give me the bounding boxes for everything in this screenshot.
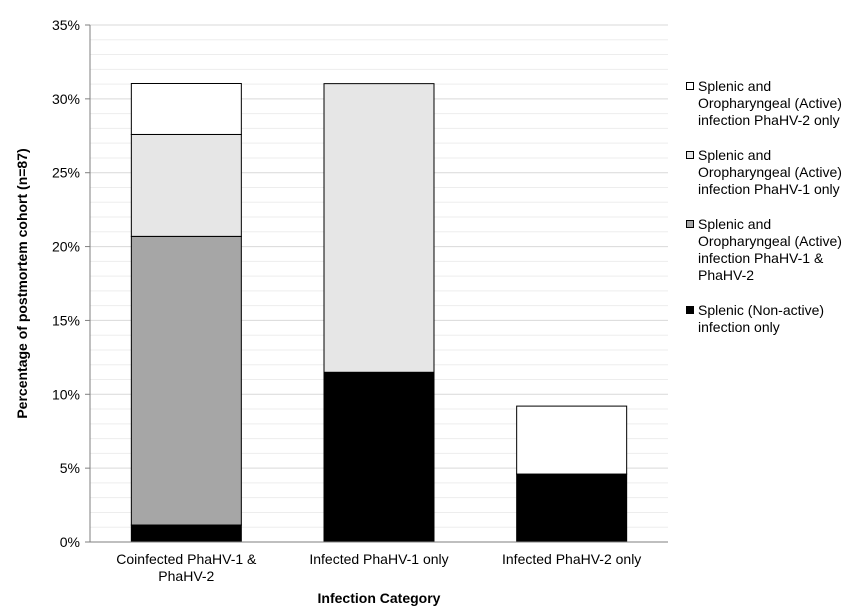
x-category-label: Coinfected PhaHV-1 & PhaHV-2 xyxy=(116,551,257,584)
y-tick-labels: 0% 5% 10% 15% 20% 25% 30% 35% xyxy=(52,17,90,550)
bar-segment xyxy=(130,235,242,526)
legend-item: Splenic and Oropharyngeal (Active) infecti… xyxy=(686,147,850,198)
y-tick-label: 20% xyxy=(52,239,80,255)
bar-segment xyxy=(323,83,435,373)
x-category-labels: Coinfected PhaHV-1 & PhaHV-2 Infected PhaH… xyxy=(116,551,641,584)
bar-segment xyxy=(516,405,628,475)
y-axis-title: Percentage of postmortem cohort (n=87) xyxy=(14,148,30,418)
x-category-label: Infected PhaHV-2 only xyxy=(502,551,641,567)
legend-swatch xyxy=(686,151,694,159)
y-tick-label: 25% xyxy=(52,165,80,181)
legend-label-line: Oropharyngeal (Active) xyxy=(698,233,842,249)
y-tick-label: 5% xyxy=(60,460,80,476)
y-tick-label: 10% xyxy=(52,386,80,402)
legend-swatch xyxy=(686,220,694,228)
bars xyxy=(130,82,628,543)
legend-label-line: Splenic (Non-active) xyxy=(698,302,825,318)
bar-segment xyxy=(130,82,242,135)
y-tick-label: 35% xyxy=(52,17,80,33)
legend-label-line: Splenic and xyxy=(698,78,772,94)
legend-label-line: Oropharyngeal (Active) xyxy=(698,164,842,180)
legend-label-line: Splenic and xyxy=(698,216,772,232)
legend-label-line: Splenic and xyxy=(698,147,772,163)
legend-label-line: infection only xyxy=(698,319,780,335)
legend-label-line: Oropharyngeal (Active) xyxy=(698,95,842,111)
y-tick-label: 15% xyxy=(52,312,80,328)
legend-item: Splenic (Non-active) infection only xyxy=(686,302,850,336)
bar-segment xyxy=(323,371,435,543)
legend-label-line: infection PhaHV-2 only xyxy=(698,112,840,128)
x-axis-title: Infection Category xyxy=(318,590,441,606)
legend-swatch xyxy=(686,306,694,314)
legend-item: Splenic and Oropharyngeal (Active) infecti… xyxy=(686,216,850,284)
legend: Splenic and Oropharyngeal (Active) infecti… xyxy=(686,78,850,336)
bar-segment xyxy=(130,524,242,543)
y-tick-label: 30% xyxy=(52,91,80,107)
legend-label-line: PhaHV-2 xyxy=(698,267,755,283)
bar-segment xyxy=(516,473,628,543)
axes xyxy=(89,25,668,543)
x-category-label: Infected PhaHV-1 only xyxy=(309,551,448,567)
legend-swatch xyxy=(686,82,694,90)
legend-label-line: infection PhaHV-1 only xyxy=(698,181,840,197)
legend-label-line: infection PhaHV-1 & xyxy=(698,250,824,266)
bar-segment xyxy=(130,133,242,237)
y-tick-label: 0% xyxy=(60,534,80,550)
legend-item: Splenic and Oropharyngeal (Active) infecti… xyxy=(686,78,850,129)
